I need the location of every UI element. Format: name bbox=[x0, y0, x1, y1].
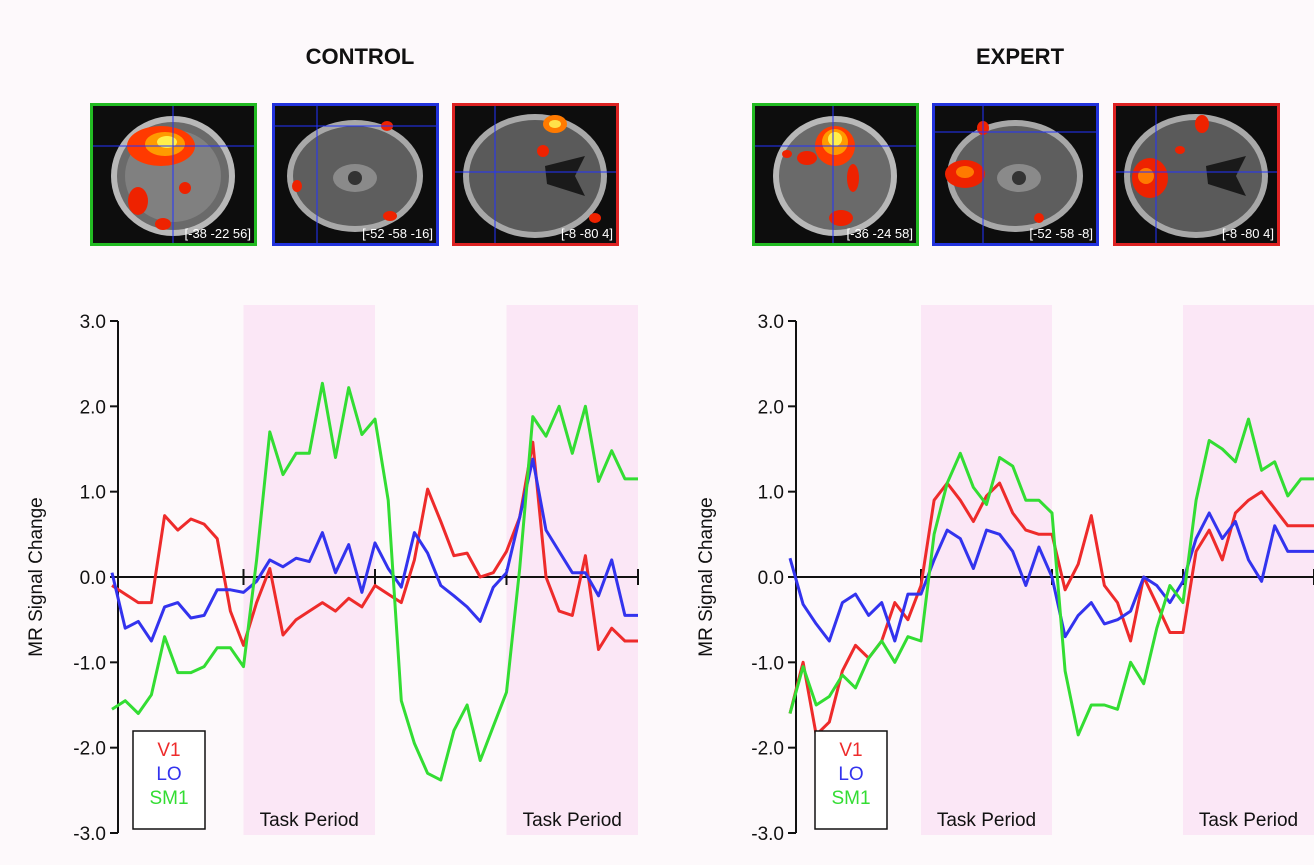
series-line-sm1 bbox=[788, 417, 1314, 737]
y-tick-label: 3.0 bbox=[80, 312, 106, 333]
control-scan-sm1: [-38 -22 56] bbox=[90, 103, 257, 246]
brain-scan-image bbox=[275, 106, 436, 243]
control-scan-v1: [-8 -80 4] bbox=[452, 103, 619, 246]
task-period-band bbox=[1183, 305, 1314, 835]
brain-scan-image bbox=[1116, 106, 1277, 243]
series-line-lo bbox=[110, 457, 638, 643]
series-line-sm1 bbox=[111, 381, 638, 782]
scan-coordinate: [-36 -24 58] bbox=[846, 226, 914, 241]
scan-coordinate: [-52 -58 -8] bbox=[1029, 226, 1093, 241]
y-tick-label: -1.0 bbox=[73, 653, 106, 674]
scan-coordinate: [-52 -58 -16] bbox=[362, 226, 433, 241]
task-period-label: Task Period bbox=[937, 810, 1036, 831]
scan-coordinate: [-8 -80 4] bbox=[560, 226, 613, 241]
legend-box bbox=[814, 730, 888, 830]
legend-item-sm1: SM1 bbox=[149, 788, 188, 809]
chart-expert: Task Period Task Period 3.0 2.0 1.0 0.0 -1.0 -2… bbox=[696, 305, 1314, 845]
brain-scan-image bbox=[935, 106, 1096, 243]
legend-item-lo: LO bbox=[156, 764, 181, 785]
y-tick-label: -3.0 bbox=[73, 824, 106, 845]
task-period-label: Task Period bbox=[260, 810, 359, 831]
legend-item-lo: LO bbox=[838, 764, 863, 785]
task-period-label: Task Period bbox=[523, 810, 622, 831]
y-tick-label: -2.0 bbox=[73, 739, 106, 760]
y-tick-label: 0.0 bbox=[758, 568, 784, 589]
brain-scan-image bbox=[755, 106, 916, 243]
series-line-lo bbox=[788, 511, 1314, 643]
y-tick-label: -2.0 bbox=[751, 739, 784, 760]
y-tick-label: -1.0 bbox=[751, 653, 784, 674]
legend-item-v1: V1 bbox=[839, 740, 862, 761]
chart-control: Task Period Task Period 3.0 2.0 1.0 0.0 -1.0 -2… bbox=[26, 305, 639, 845]
series-line-v1 bbox=[111, 440, 638, 651]
y-axis-label: MR Signal Change bbox=[696, 497, 717, 656]
y-tick-label: 1.0 bbox=[758, 483, 784, 504]
y-tick-label: -3.0 bbox=[751, 824, 784, 845]
brain-scan-image bbox=[455, 106, 616, 243]
control-scan-lo: [-52 -58 -16] bbox=[272, 103, 439, 246]
scan-coordinate: [-8 -80 4] bbox=[1221, 226, 1274, 241]
legend-item-v1: V1 bbox=[157, 740, 180, 761]
y-tick-label: 1.0 bbox=[80, 483, 106, 504]
task-period-label: Task Period bbox=[1199, 810, 1298, 831]
y-tick-label: 0.0 bbox=[80, 568, 106, 589]
y-tick-label: 3.0 bbox=[758, 312, 784, 333]
scan-coordinate: [-38 -22 56] bbox=[184, 226, 252, 241]
legend-item-sm1: SM1 bbox=[831, 788, 870, 809]
y-tick-label: 2.0 bbox=[80, 397, 106, 418]
brain-scan-image bbox=[93, 106, 254, 243]
y-tick-label: 2.0 bbox=[758, 397, 784, 418]
y-axis-label: MR Signal Change bbox=[26, 497, 47, 656]
control-title: CONTROL bbox=[305, 44, 415, 69]
task-period-band bbox=[243, 305, 375, 835]
expert-title: EXPERT bbox=[975, 44, 1065, 69]
legend-box bbox=[132, 730, 206, 830]
expert-scan-sm1: [-36 -24 58] bbox=[752, 103, 919, 246]
expert-scan-lo: [-52 -58 -8] bbox=[932, 103, 1099, 246]
expert-scan-v1: [-8 -80 4] bbox=[1113, 103, 1280, 246]
